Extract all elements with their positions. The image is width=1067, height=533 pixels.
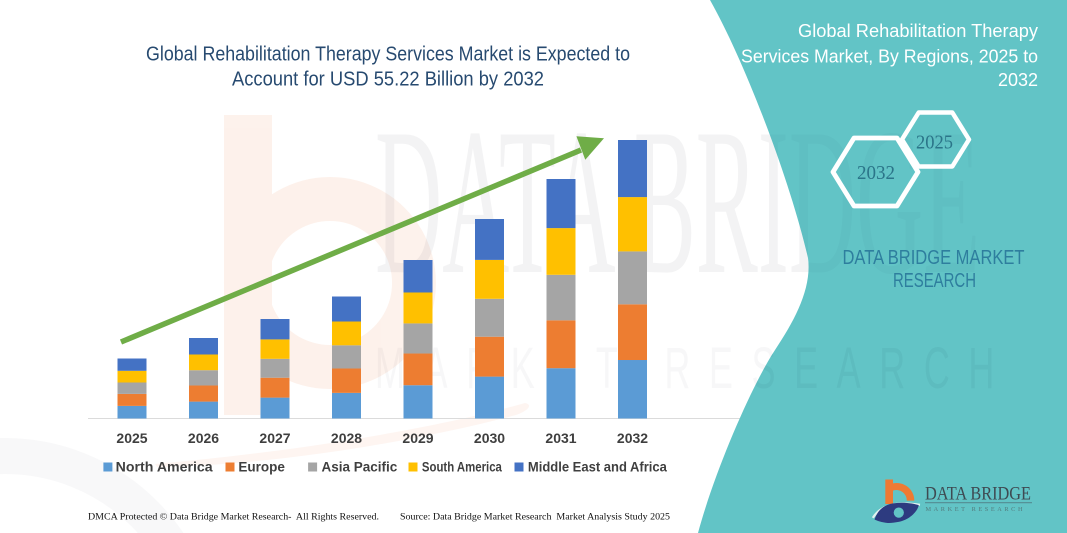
svg-text:DATA BRIDGE: DATA BRIDGE bbox=[925, 484, 1031, 505]
svg-text:2032: 2032 bbox=[857, 162, 895, 184]
svg-text:2025: 2025 bbox=[116, 430, 147, 446]
svg-text:South America: South America bbox=[422, 460, 502, 475]
svg-text:2028: 2028 bbox=[331, 430, 362, 446]
svg-text:DMCA Protected © Data Bridge M: DMCA Protected © Data Bridge Market Rese… bbox=[88, 512, 379, 523]
svg-text:2032: 2032 bbox=[998, 70, 1038, 90]
svg-text:2029: 2029 bbox=[402, 430, 433, 446]
svg-text:Europe: Europe bbox=[238, 460, 285, 475]
svg-text:Global Rehabilitation Therapy: Global Rehabilitation Therapy bbox=[798, 21, 1038, 41]
svg-text:2031: 2031 bbox=[545, 430, 576, 446]
svg-text:North America: North America bbox=[116, 460, 214, 475]
svg-text:Account for USD 55.22 Billion: Account for USD 55.22 Billion by 2032 bbox=[232, 68, 544, 90]
svg-text:MARKET RESEARCH: MARKET RESEARCH bbox=[375, 336, 1013, 401]
svg-text:Asia Pacific: Asia Pacific bbox=[322, 460, 398, 475]
svg-text:2030: 2030 bbox=[474, 430, 505, 446]
svg-text:2027: 2027 bbox=[259, 430, 290, 446]
svg-text:Global Rehabilitation Therapy: Global Rehabilitation Therapy Services M… bbox=[146, 44, 630, 66]
svg-text:2026: 2026 bbox=[188, 430, 219, 446]
svg-text:DATA BRIDGE: DATA BRIDGE bbox=[375, 86, 980, 318]
svg-text:Services Market, By Regions, 2: Services Market, By Regions, 2025 to bbox=[741, 47, 1038, 67]
svg-text:2025: 2025 bbox=[916, 131, 953, 153]
svg-text:2032: 2032 bbox=[617, 430, 648, 446]
svg-text:RESEARCH: RESEARCH bbox=[893, 270, 976, 292]
svg-text:MARKET RESEARCH: MARKET RESEARCH bbox=[926, 506, 1023, 513]
svg-text:Middle East and Africa: Middle East and Africa bbox=[528, 460, 667, 475]
svg-text:Source: Data Bridge Market Res: Source: Data Bridge Market Research Mark… bbox=[400, 513, 670, 523]
svg-text:DATA BRIDGE MARKET: DATA BRIDGE MARKET bbox=[843, 247, 1025, 269]
